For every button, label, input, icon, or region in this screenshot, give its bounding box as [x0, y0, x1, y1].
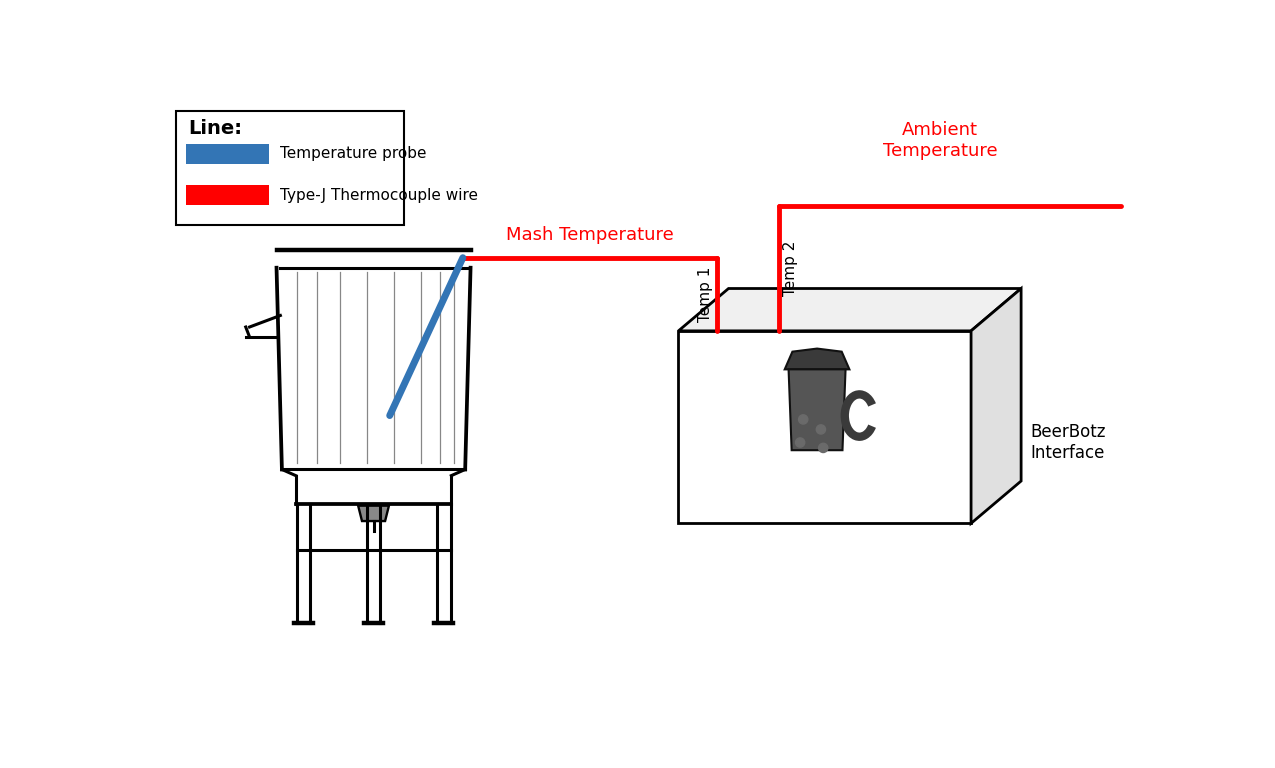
Polygon shape	[358, 505, 389, 521]
Circle shape	[796, 438, 805, 447]
Text: BeerBotz
Interface: BeerBotz Interface	[1030, 423, 1105, 462]
Polygon shape	[678, 289, 1021, 331]
Text: Temp 1: Temp 1	[697, 266, 713, 322]
Circle shape	[819, 443, 827, 452]
Polygon shape	[784, 349, 849, 369]
Text: Ambient
Temperature: Ambient Temperature	[884, 121, 997, 160]
Polygon shape	[972, 289, 1021, 523]
Text: Temperature probe: Temperature probe	[279, 146, 426, 161]
Polygon shape	[788, 369, 845, 450]
Polygon shape	[176, 111, 404, 225]
Circle shape	[816, 425, 825, 434]
Text: Line:: Line:	[187, 119, 242, 137]
Polygon shape	[678, 331, 972, 523]
Text: Mash Temperature: Mash Temperature	[506, 226, 673, 244]
Bar	[186, 144, 269, 164]
Text: Type-J Thermocouple wire: Type-J Thermocouple wire	[279, 188, 478, 203]
Bar	[186, 185, 269, 205]
Text: Temp 2: Temp 2	[783, 241, 798, 296]
Circle shape	[798, 415, 808, 424]
